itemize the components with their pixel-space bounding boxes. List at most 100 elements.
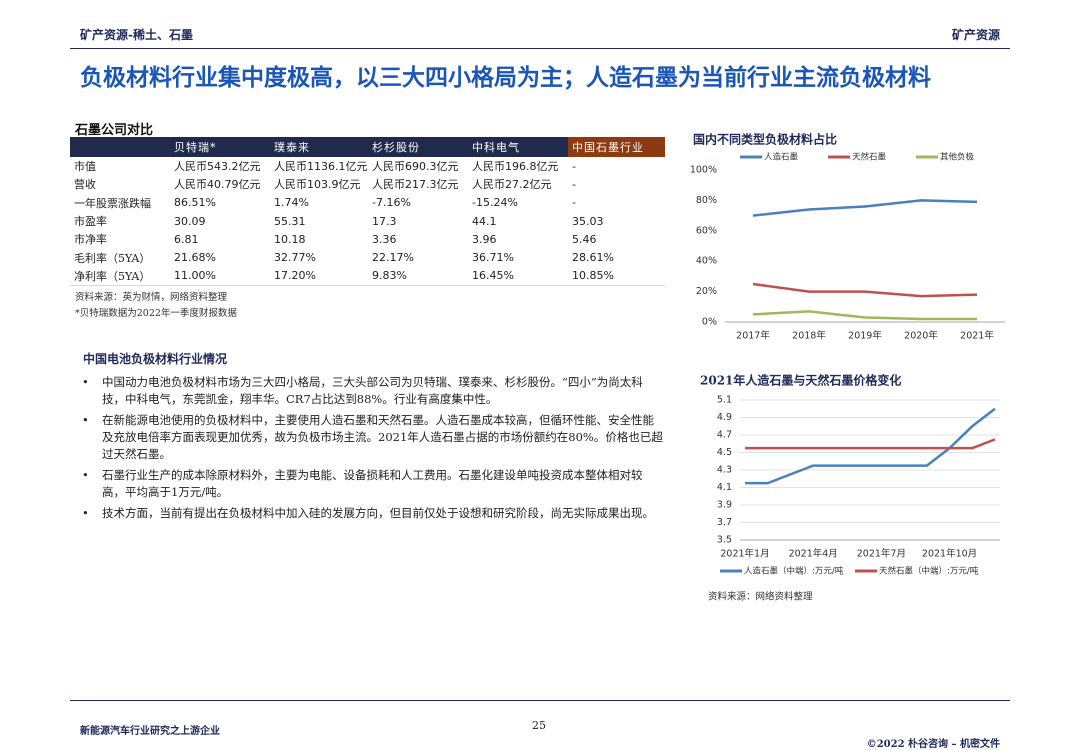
slide-title: 负极材料行业集中度极高，以三大四小格局为主；人造石墨为当前行业主流负极材料	[80, 65, 931, 91]
table-cell: 人民币103.9亿元	[274, 178, 361, 192]
y-tick-label: 40%	[696, 256, 717, 267]
table-cell: 5.46	[572, 232, 597, 246]
bullet: 石墨行业生产的成本除原材料外，主要为电能、设备损耗和人工费用。石墨化建设单吨投资…	[80, 467, 665, 501]
table-cell: 10.85%	[568, 266, 665, 287]
y-tick-label: 3.9	[717, 500, 732, 511]
table-cell: 86.51%	[174, 196, 216, 210]
table-header-cell: 杉杉股份	[368, 137, 468, 157]
series-line	[745, 407, 996, 485]
bullet: 中国动力电池负极材料市场为三大四小格局，三大头部公司为贝特瑞、璞泰来、杉杉股份。…	[80, 374, 665, 408]
table-cell: 3.96	[472, 232, 497, 246]
table-cell: 6.81	[174, 232, 199, 246]
table-cell: 30.09	[174, 214, 206, 228]
table-cell: 1.74%	[274, 196, 309, 210]
table-cell: 人民币1136.1亿元	[274, 160, 368, 174]
chart-title: 2021年人造石墨与天然石墨价格变化	[700, 373, 901, 388]
series-line	[752, 310, 977, 321]
x-tick-label: 2021年10月	[922, 548, 977, 560]
footer-rule	[70, 700, 1010, 701]
footer-right: ©2022 朴谷咨询 – 机密文件	[866, 739, 1000, 750]
series-line	[752, 282, 978, 298]
table-row: 毛利率（5YA） 21.68% 32.77% 22.17% 36.71% 28.61%	[70, 248, 665, 266]
table-cell: 28.61%	[572, 251, 614, 265]
y-tick-label: 5.1	[717, 395, 732, 406]
table-cell: 55.31	[274, 214, 306, 228]
x-tick-label: 2020年	[904, 330, 938, 342]
x-tick-label: 2021年	[960, 330, 994, 342]
table-cell: -	[572, 196, 576, 210]
table-header-cell: 中国石墨行业	[568, 137, 665, 157]
table-cell: 人民币196.8亿元	[472, 160, 559, 174]
y-tick-label: 4.1	[717, 482, 732, 493]
y-tick-label: 4.5	[717, 447, 732, 458]
legend-label: 其他负极	[940, 152, 975, 163]
table-cell: 人民币40.79亿元	[174, 178, 261, 192]
table-note: *贝特瑞数据为2022年一季度财报数据	[75, 308, 237, 319]
y-tick-label: 80%	[696, 195, 717, 206]
x-tick-label: 2017年	[736, 330, 770, 342]
table-row: 净利率（5YA） 11.00% 17.20% 9.83% 16.45% 10.85%	[70, 266, 665, 287]
table-cell: 9.83%	[368, 266, 468, 287]
table-cell: 一年股票涨跌幅	[74, 196, 151, 210]
legend-label: 人造石墨（中端）:万元/吨	[744, 566, 844, 577]
chart-source: 资料来源：网络资料整理	[708, 591, 813, 603]
bullet: 技术方面，当前有提出在负极材料中加入硅的发展方向，但目前仅处于设想和研究阶段，尚…	[80, 505, 665, 522]
x-tick-label: 2021年1月	[720, 548, 769, 560]
y-tick-label: 3.5	[717, 535, 732, 546]
table-cell: 35.03	[572, 214, 604, 228]
table-header-cell: 贝特瑞*	[170, 137, 270, 157]
comparison-table: 贝特瑞* 璞泰来 杉杉股份 中科电气 中国石墨行业市值 人民币543.2亿元 人民币1136…	[70, 137, 665, 287]
y-tick-label: 4.9	[717, 412, 732, 423]
bullet-list: 中国动力电池负极材料市场为三大四小格局，三大头部公司为贝特瑞、璞泰来、杉杉股份。…	[80, 374, 665, 526]
y-tick-label: 20%	[696, 286, 717, 297]
table-cell: -15.24%	[472, 196, 518, 210]
table-cell: 32.77%	[274, 251, 316, 265]
chart-title: 国内不同类型负极材料占比	[693, 132, 837, 147]
table-cell: 16.45%	[468, 266, 568, 287]
x-tick-label: 2021年4月	[789, 548, 838, 560]
legend-label: 天然石墨（中端）:万元/吨	[879, 566, 979, 577]
table-cell: 人民币217.3亿元	[372, 178, 459, 192]
legend-label: 天然石墨	[852, 152, 887, 163]
table-row: 市值 人民币543.2亿元 人民币1136.1亿元 人民币690.3亿元 人民币196.…	[70, 157, 665, 175]
table-header-row: 贝特瑞* 璞泰来 杉杉股份 中科电气 中国石墨行业	[70, 137, 665, 157]
table-cell: 21.68%	[174, 251, 216, 265]
table-cell: 17.20%	[270, 266, 368, 287]
table-cell: 36.71%	[472, 251, 514, 265]
table-cell: 毛利率（5YA）	[74, 251, 151, 265]
section-heading: 中国电池负极材料行业情况	[83, 352, 228, 366]
series-line	[752, 199, 978, 217]
y-tick-label: 0%	[702, 317, 717, 328]
table-cell: -	[572, 159, 576, 173]
x-tick-label: 2021年7月	[857, 548, 906, 560]
legend-label: 人造石墨	[764, 152, 799, 163]
table-cell: -	[572, 177, 576, 191]
table-cell: -7.16%	[372, 196, 411, 210]
bullet: 在新能源电池使用的负极材料中，主要使用人造石墨和天然石墨。人造石墨成本较高，但循…	[80, 412, 665, 463]
table-cell: 营收	[74, 178, 96, 192]
table-cell: 市值	[74, 160, 96, 174]
x-tick-label: 2019年	[848, 330, 882, 342]
table-cell: 22.17%	[372, 251, 414, 265]
header-left: 矿产资源-稀土、石墨	[80, 28, 193, 42]
table-row: 市盈率 30.09 55.31 17.3 44.1 35.03	[70, 212, 665, 230]
y-tick-label: 100%	[690, 165, 717, 176]
table-row: 市净率 6.81 10.18 3.36 3.96 5.46	[70, 230, 665, 248]
table-cell: 3.36	[372, 232, 397, 246]
table-cell: 市盈率	[74, 215, 107, 229]
footer-left: 新能源汽车行业研究之上游企业	[80, 726, 220, 737]
y-tick-label: 60%	[696, 225, 717, 236]
y-tick-label: 4.3	[717, 465, 732, 476]
table-cell: 市净率	[74, 233, 107, 247]
table-note: 资料来源：英为财情，网络资料整理	[75, 292, 228, 303]
table-cell: 人民币543.2亿元	[174, 160, 261, 174]
table-cell: 10.18	[274, 232, 306, 246]
table-cell: 人民币690.3亿元	[372, 160, 459, 174]
table-cell: 44.1	[472, 214, 497, 228]
y-tick-label: 4.7	[717, 430, 732, 441]
table-row: 一年股票涨跌幅 86.51% 1.74% -7.16% -15.24% -	[70, 194, 665, 212]
table-header-cell: 中科电气	[468, 137, 568, 157]
header-rule	[70, 48, 1010, 49]
table-header-cell	[70, 137, 170, 157]
